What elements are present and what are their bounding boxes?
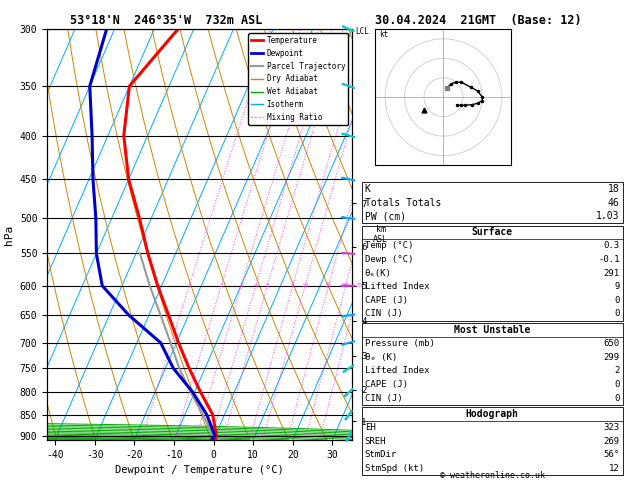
Text: θₑ (K): θₑ (K) [365, 353, 397, 362]
Text: 299: 299 [603, 353, 620, 362]
Text: 0: 0 [614, 380, 620, 389]
Text: 15: 15 [325, 283, 332, 288]
Text: Temp (°C): Temp (°C) [365, 242, 413, 250]
Text: 269: 269 [603, 437, 620, 446]
Text: 323: 323 [603, 423, 620, 432]
Text: Lifted Index: Lifted Index [365, 366, 430, 375]
Text: 20: 20 [342, 283, 349, 288]
Text: 18: 18 [608, 184, 620, 194]
Text: StmSpd (kt): StmSpd (kt) [365, 464, 424, 473]
Text: kt: kt [379, 30, 389, 39]
Text: θₑ(K): θₑ(K) [365, 269, 392, 278]
Text: SREH: SREH [365, 437, 386, 446]
Text: 0: 0 [614, 394, 620, 402]
Text: Totals Totals: Totals Totals [365, 198, 441, 208]
Text: 53°18'N  246°35'W  732m ASL: 53°18'N 246°35'W 732m ASL [70, 14, 263, 27]
Text: EH: EH [365, 423, 376, 432]
Text: K: K [365, 184, 370, 194]
Text: LCL: LCL [355, 27, 369, 35]
Text: -0.1: -0.1 [598, 255, 620, 264]
Text: 3: 3 [239, 283, 243, 288]
Text: 8: 8 [291, 283, 294, 288]
Text: 25: 25 [355, 283, 363, 288]
Text: 12: 12 [609, 464, 620, 473]
Text: 0: 0 [614, 310, 620, 318]
Text: 291: 291 [603, 269, 620, 278]
Text: 46: 46 [608, 198, 620, 208]
Text: 2: 2 [614, 366, 620, 375]
Text: CAPE (J): CAPE (J) [365, 296, 408, 305]
X-axis label: Dewpoint / Temperature (°C): Dewpoint / Temperature (°C) [115, 465, 284, 475]
Text: Surface: Surface [472, 227, 513, 237]
Text: 56°: 56° [603, 451, 620, 459]
Text: CIN (J): CIN (J) [365, 394, 403, 402]
Legend: Temperature, Dewpoint, Parcel Trajectory, Dry Adiabat, Wet Adiabat, Isotherm, Mi: Temperature, Dewpoint, Parcel Trajectory… [248, 33, 348, 125]
Text: CAPE (J): CAPE (J) [365, 380, 408, 389]
Text: 1.03: 1.03 [596, 211, 620, 221]
Text: 1: 1 [187, 283, 191, 288]
Text: 30.04.2024  21GMT  (Base: 12): 30.04.2024 21GMT (Base: 12) [375, 14, 581, 27]
Text: © weatheronline.co.uk: © weatheronline.co.uk [440, 471, 545, 480]
Text: 2: 2 [220, 283, 223, 288]
Text: 4: 4 [254, 283, 257, 288]
Text: 650: 650 [603, 339, 620, 348]
Y-axis label: km
ASL: km ASL [373, 225, 388, 244]
Text: 0: 0 [614, 296, 620, 305]
Text: Pressure (mb): Pressure (mb) [365, 339, 435, 348]
Text: Most Unstable: Most Unstable [454, 325, 530, 335]
Text: 9: 9 [614, 282, 620, 291]
Y-axis label: hPa: hPa [4, 225, 14, 244]
Text: 5: 5 [265, 283, 269, 288]
Text: Dewp (°C): Dewp (°C) [365, 255, 413, 264]
Text: CIN (J): CIN (J) [365, 310, 403, 318]
Text: Hodograph: Hodograph [465, 409, 519, 419]
Text: 0.3: 0.3 [603, 242, 620, 250]
Text: Lifted Index: Lifted Index [365, 282, 430, 291]
Text: 10: 10 [301, 283, 309, 288]
Text: PW (cm): PW (cm) [365, 211, 406, 221]
Text: StmDir: StmDir [365, 451, 397, 459]
